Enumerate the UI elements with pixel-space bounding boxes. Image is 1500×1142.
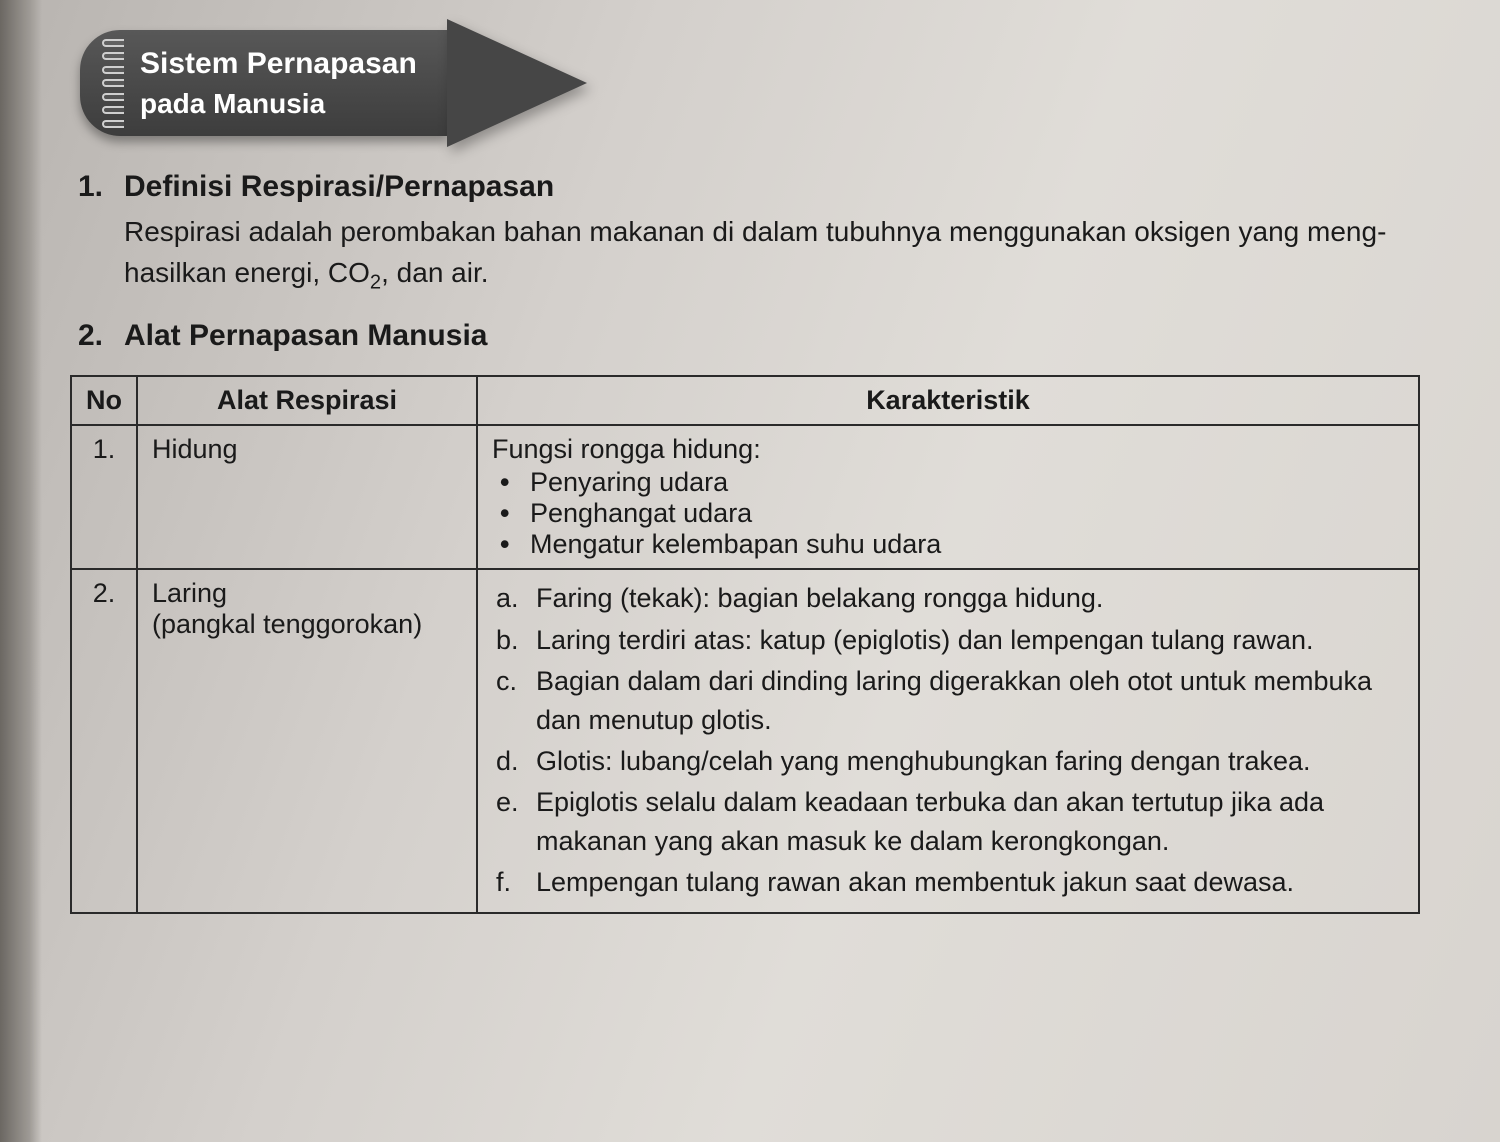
- cell-no: 1.: [71, 425, 137, 569]
- body-text-post: , dan air.: [381, 257, 488, 288]
- bullet-list: Penyaring udaraPenghangat udaraMengatur …: [492, 467, 1404, 560]
- page-binding-shadow: [0, 0, 42, 1142]
- banner-arrow-icon: [447, 19, 587, 147]
- cell-karakteristik: a. Faring (tekak): bagian belakang rongga…: [477, 569, 1419, 912]
- list-letter: c.: [496, 662, 526, 740]
- list-item: e.Epiglotis selalu dalam keadaan terbuka…: [496, 782, 1404, 862]
- table-body: 1. Hidung Fungsi rongga hidung:Penyaring u…: [71, 425, 1419, 912]
- section-definisi: 1. Definisi Respirasi/Pernapasan Respira…: [78, 170, 1420, 297]
- col-header-alat: Alat Respirasi: [137, 376, 477, 425]
- section-number: 1.: [78, 170, 110, 204]
- section-number: 2.: [78, 319, 110, 353]
- section-body: Respirasi adalah perombakan bahan makana…: [124, 212, 1420, 297]
- table-row: 1. Hidung Fungsi rongga hidung:Penyaring u…: [71, 425, 1419, 569]
- cell-karakteristik: Fungsi rongga hidung:Penyaring udaraPeng…: [477, 425, 1419, 569]
- col-header-no: No: [71, 376, 137, 425]
- alat-subname: (pangkal tenggorokan): [152, 609, 462, 640]
- alat-name: Laring: [152, 578, 227, 608]
- list-letter: b.: [496, 621, 526, 660]
- list-item: Mengatur kelembapan suhu udara: [500, 529, 1404, 560]
- list-item: a. Faring (tekak): bagian belakang rongga…: [496, 578, 1404, 619]
- list-text: Glotis: lubang/celah yang menghubungkan …: [536, 742, 1311, 781]
- list-letter: f.: [496, 863, 526, 902]
- cell-no: 2.: [71, 569, 137, 912]
- section-title: Alat Pernapasan Manusia: [124, 319, 487, 353]
- subscript: 2: [370, 271, 381, 293]
- list-letter: d.: [496, 742, 526, 781]
- banner-title-line1: Sistem Pernapasan: [140, 44, 417, 85]
- lettered-list: a. Faring (tekak): bagian belakang rongga…: [492, 578, 1404, 903]
- respirasi-table: No Alat Respirasi Karakteristik 1. Hidung…: [70, 375, 1420, 913]
- banner-title-line2: pada Manusia: [140, 85, 417, 123]
- cell-alat: Laring(pangkal tenggorokan): [137, 569, 477, 912]
- section-title: Definisi Respirasi/Pernapasan: [124, 170, 554, 204]
- list-item: b. Laring terdiri atas: katup (epiglotis)…: [496, 620, 1404, 661]
- alat-name: Hidung: [152, 434, 238, 464]
- list-text: Laring terdiri atas: katup (epiglotis) d…: [536, 621, 1313, 660]
- body-text-pre: Respirasi adalah perombakan bahan makana…: [124, 216, 1386, 288]
- list-text: Bagian dalam dari dinding laring digerak…: [536, 662, 1404, 740]
- list-item: f. Lempengan tulang rawan akan membentuk …: [496, 862, 1404, 903]
- list-item: c.Bagian dalam dari dinding laring diger…: [496, 661, 1404, 741]
- karakteristik-intro: Fungsi rongga hidung:: [492, 434, 1404, 465]
- table-row: 2.Laring(pangkal tenggorokan)a.Faring (t…: [71, 569, 1419, 912]
- list-text: Lempengan tulang rawan akan membentuk ja…: [536, 863, 1294, 902]
- col-header-karakteristik: Karakteristik: [477, 376, 1419, 425]
- list-item: d. Glotis: lubang/celah yang menghubungka…: [496, 741, 1404, 782]
- list-text: Epiglotis selalu dalam keadaan terbuka d…: [536, 783, 1404, 861]
- banner-body: Sistem Pernapasan pada Manusia: [80, 30, 447, 136]
- chapter-banner: Sistem Pernapasan pada Manusia: [80, 30, 1430, 140]
- list-text: Faring (tekak): bagian belakang rongga h…: [536, 579, 1103, 618]
- cell-alat: Hidung: [137, 425, 477, 569]
- spiral-binding-icon: [102, 36, 128, 130]
- section-alat: 2. Alat Pernapasan Manusia: [78, 319, 1420, 353]
- list-letter: a.: [496, 579, 526, 618]
- table-header-row: No Alat Respirasi Karakteristik: [71, 376, 1419, 425]
- list-item: Penyaring udara: [500, 467, 1404, 498]
- list-letter: e.: [496, 783, 526, 861]
- list-item: Penghangat udara: [500, 498, 1404, 529]
